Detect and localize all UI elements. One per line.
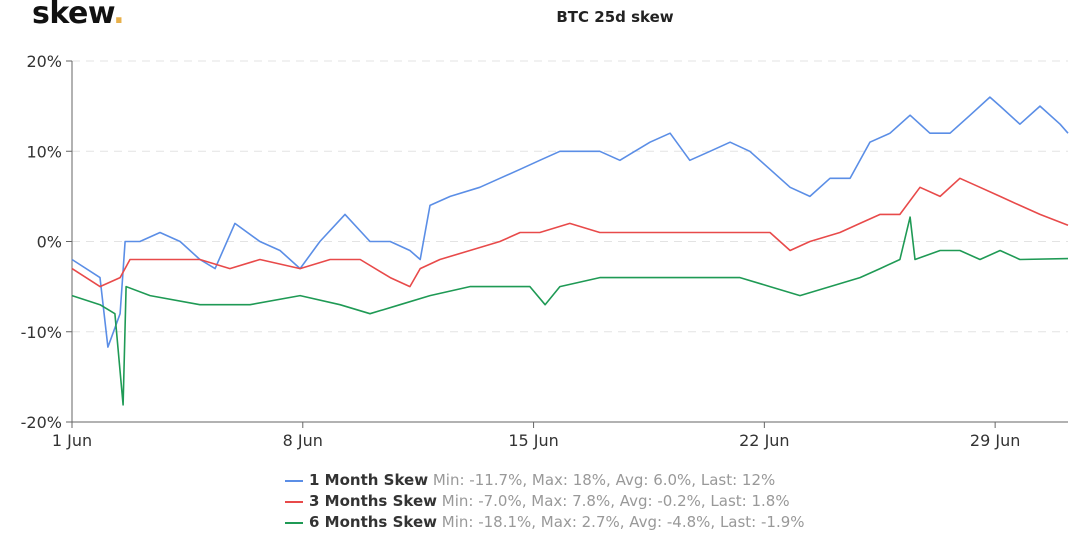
legend-item[interactable]: 1 Month Skew Min: -11.7%, Max: 18%, Avg:… [285,470,805,491]
logo-text: skew [32,0,114,31]
series-line-2 [71,177,1069,288]
chart-title: BTC 25d skew [556,8,674,26]
legend-series-stats: Min: -7.0%, Max: 7.8%, Avg: -0.2%, Last:… [441,492,790,510]
legend-item[interactable]: 6 Months Skew Min: -18.1%, Max: 2.7%, Av… [285,512,805,533]
legend-item[interactable]: 3 Months Skew Min: -7.0%, Max: 7.8%, Avg… [285,491,805,512]
legend-swatch [285,521,303,524]
x-tick-label: 29 Jun [970,431,1020,450]
x-tick-label: 1 Jun [52,431,92,450]
y-tick-label: -20% [21,413,62,432]
legend-series-name: 3 Months Skew [309,492,437,510]
legend: 1 Month Skew Min: -11.7%, Max: 18%, Avg:… [285,470,805,533]
x-tick-label: 15 Jun [508,431,558,450]
skew-logo: skew. [32,0,125,31]
x-tick-label: 22 Jun [739,431,789,450]
legend-series-name: 1 Month Skew [309,471,429,489]
legend-swatch [285,500,303,503]
series-line-3 [71,216,1069,406]
y-tick-label: 20% [26,52,62,71]
series-line-1 [71,96,1069,348]
y-tick-label: 10% [26,142,62,161]
y-tick-label: 0% [37,233,62,252]
legend-swatch [285,479,303,482]
legend-series-name: 6 Months Skew [309,513,437,531]
x-tick-label: 8 Jun [283,431,323,450]
legend-series-stats: Min: -11.7%, Max: 18%, Avg: 6.0%, Last: … [432,471,776,489]
y-tick-label: -10% [21,323,62,342]
legend-series-stats: Min: -18.1%, Max: 2.7%, Avg: -4.8%, Last… [441,513,805,531]
